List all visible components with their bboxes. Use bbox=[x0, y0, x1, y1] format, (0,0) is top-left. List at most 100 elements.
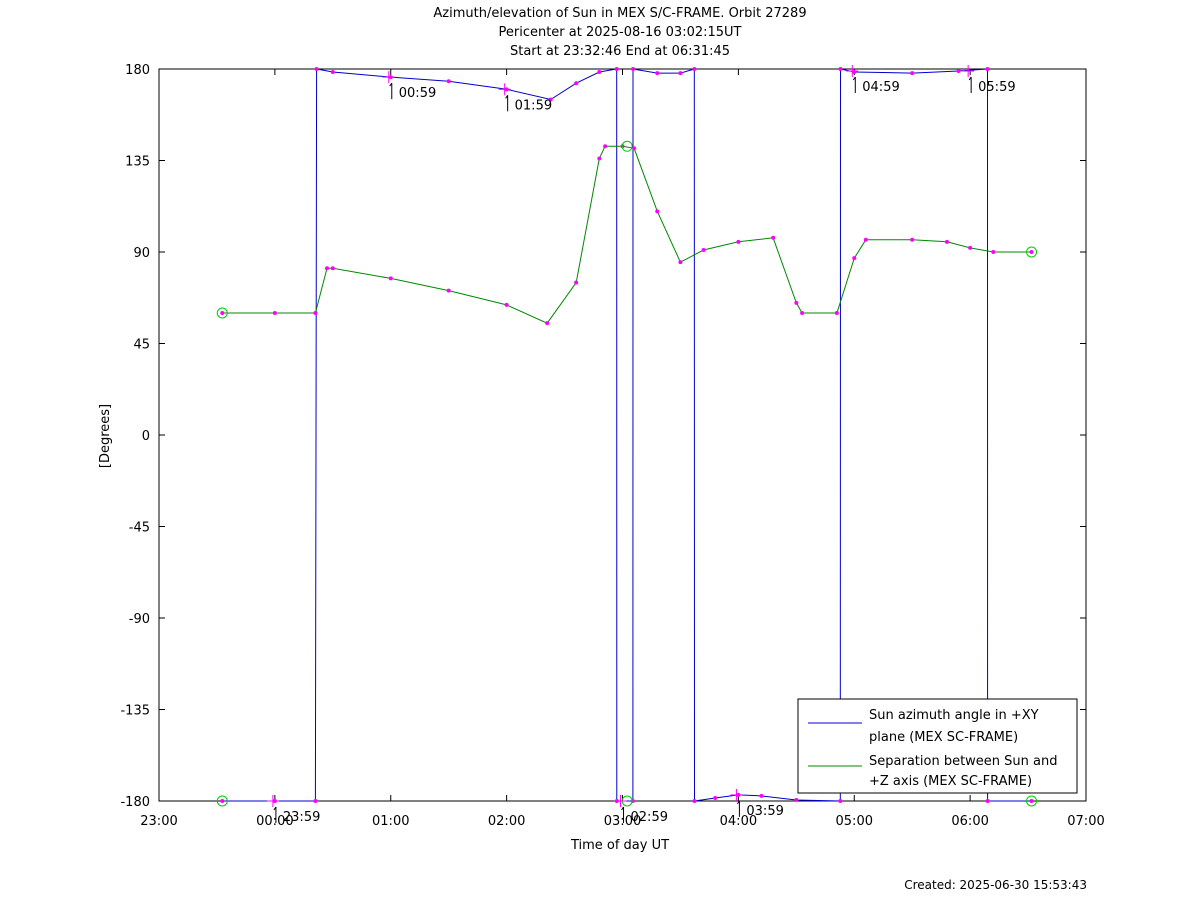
chart-title: Azimuth/elevation of Sun in MEX S/C-FRAM… bbox=[433, 6, 806, 59]
time-mark-arrow-head-0 bbox=[273, 806, 277, 811]
data-point-marker-0-29 bbox=[985, 799, 990, 803]
data-point-marker-1-16 bbox=[701, 247, 706, 252]
created-timestamp: Created: 2025-06-30 15:53:43 bbox=[904, 878, 1087, 892]
data-point-marker-0-19 bbox=[713, 795, 718, 800]
data-point-marker-1-18 bbox=[771, 235, 776, 240]
data-point-marker-1-3 bbox=[325, 266, 330, 271]
endpoint-circle-marker-2 bbox=[621, 140, 633, 152]
data-point-marker-1-24 bbox=[910, 237, 915, 242]
data-point-marker-1-11 bbox=[603, 144, 608, 149]
data-point-marker-0-2 bbox=[313, 799, 318, 803]
time-mark-label-5: 04:59 bbox=[862, 80, 899, 95]
data-point-marker-0-26 bbox=[910, 71, 915, 76]
y-tick-label-6: -90 bbox=[129, 612, 150, 627]
data-point-marker-1-13 bbox=[632, 146, 637, 151]
data-point-marker-0-3 bbox=[314, 67, 319, 71]
data-point-marker-1-5 bbox=[388, 276, 393, 281]
data-point-marker-1-14 bbox=[655, 209, 660, 214]
time-mark-label-0: 23:59 bbox=[283, 810, 320, 825]
time-mark-label-2: 01:59 bbox=[515, 98, 552, 113]
data-point-marker-1-1 bbox=[272, 311, 277, 315]
y-tick-label-5: -45 bbox=[129, 521, 150, 536]
data-point-marker-1-22 bbox=[852, 256, 857, 261]
time-mark-arrow-head-2 bbox=[505, 95, 509, 99]
data-point-marker-1-19 bbox=[794, 300, 799, 305]
y-axis-label: [Degrees] bbox=[98, 404, 113, 468]
data-point-marker-0-28 bbox=[985, 67, 990, 71]
data-point-marker-1-15 bbox=[678, 260, 683, 265]
data-point-marker-0-16 bbox=[678, 71, 683, 76]
data-point-marker-0-17 bbox=[692, 67, 697, 71]
data-point-marker-1-21 bbox=[834, 311, 839, 315]
y-tick-label-1: 135 bbox=[125, 155, 150, 170]
time-mark-arrow-head-3 bbox=[621, 806, 624, 811]
time-mark-label-4: 03:59 bbox=[746, 804, 783, 819]
x-tick-label-0: 23:00 bbox=[140, 814, 177, 829]
time-mark-arrow-head-1 bbox=[389, 82, 393, 87]
data-point-marker-1-2 bbox=[313, 311, 318, 315]
time-mark-arrow-head-6 bbox=[968, 76, 972, 81]
plot-frame bbox=[158, 68, 1087, 802]
data-point-marker-0-10 bbox=[597, 70, 602, 75]
legend: Sun azimuth angle in +XY plane (MEX SC-F… bbox=[797, 698, 1078, 794]
endpoint-circle-marker-1 bbox=[216, 795, 228, 807]
data-point-marker-0-18 bbox=[692, 799, 697, 803]
data-point-marker-1-10 bbox=[597, 156, 602, 161]
legend-label-azimuth-line-2: plane (MEX SC-FRAME) bbox=[869, 730, 1018, 745]
data-point-marker-1-20 bbox=[800, 311, 805, 315]
data-point-marker-0-27 bbox=[956, 69, 961, 74]
data-point-marker-1-17 bbox=[736, 239, 741, 244]
x-tick-label-3: 02:00 bbox=[488, 814, 525, 829]
y-tick-label-2: 90 bbox=[133, 246, 150, 261]
data-point-marker-0-24 bbox=[838, 67, 843, 71]
series-separation-line bbox=[222, 145, 1032, 324]
endpoint-circle-marker-4 bbox=[1026, 246, 1038, 258]
data-point-marker-0-30 bbox=[1029, 799, 1034, 803]
x-axis-label: Time of day UT bbox=[570, 838, 669, 853]
data-point-marker-0-8 bbox=[548, 97, 553, 102]
y-tick-label-3: 45 bbox=[133, 338, 150, 353]
legend-label-separation-line-1: Separation between Sun and bbox=[869, 754, 1057, 769]
data-point-marker-0-14 bbox=[631, 67, 636, 71]
data-point-marker-1-26 bbox=[968, 245, 973, 250]
y-axis-ticks: 180 135 90 45 0 -45 -90 -135 -180 bbox=[120, 63, 1086, 810]
data-point-marker-0-23 bbox=[838, 799, 843, 803]
y-tick-label-8: -180 bbox=[120, 795, 150, 810]
time-mark-arrow-head-5 bbox=[852, 76, 856, 81]
x-tick-label-8: 07:00 bbox=[1067, 814, 1104, 829]
x-tick-label-1: 00:00 bbox=[256, 814, 293, 829]
data-point-marker-1-7 bbox=[504, 302, 509, 307]
time-mark-label-3: 02:59 bbox=[631, 810, 668, 825]
data-point-marker-0-9 bbox=[574, 81, 579, 86]
x-tick-label-5: 04:00 bbox=[720, 814, 757, 829]
legend-label-azimuth-line-1: Sun azimuth angle in +XY bbox=[869, 708, 1039, 723]
data-point-marker-1-28 bbox=[1029, 250, 1034, 254]
data-point-marker-0-4 bbox=[330, 70, 335, 75]
time-marks-layer: 23:59 00:59 01:59 02:59 03:59 04:59 05:59 bbox=[266, 65, 1016, 825]
data-point-marker-1-6 bbox=[446, 288, 451, 293]
plot-axes bbox=[158, 68, 1087, 802]
data-point-marker-1-8 bbox=[545, 321, 550, 326]
title-line-3: Start at 23:32:46 End at 06:31:45 bbox=[510, 44, 730, 59]
series-layer bbox=[222, 68, 1032, 802]
endpoint-circle-marker-5 bbox=[1026, 795, 1038, 807]
time-mark-label-6: 05:59 bbox=[978, 80, 1015, 95]
time-mark-label-1: 00:59 bbox=[399, 86, 436, 101]
legend-label-separation-line-2: +Z axis (MEX SC-FRAME) bbox=[869, 774, 1032, 789]
markers-layer bbox=[216, 67, 1038, 807]
data-point-marker-0-6 bbox=[446, 79, 451, 84]
data-point-marker-1-27 bbox=[991, 250, 996, 254]
data-point-marker-0-11 bbox=[614, 67, 619, 71]
x-tick-label-7: 06:00 bbox=[951, 814, 988, 829]
x-axis-ticks: 23:00 00:00 01:00 02:00 03:00 04:00 05:00 06:00… bbox=[140, 69, 1105, 829]
data-point-marker-1-25 bbox=[944, 239, 949, 244]
time-mark-arrow-head-4 bbox=[736, 800, 740, 805]
y-tick-label-7: -135 bbox=[120, 704, 150, 719]
data-point-marker-0-22 bbox=[794, 797, 799, 802]
y-tick-label-4: 0 bbox=[142, 429, 150, 444]
x-tick-label-4: 03:00 bbox=[604, 814, 641, 829]
title-line-2: Pericenter at 2025-08-16 03:02:15UT bbox=[498, 25, 741, 40]
x-tick-label-6: 05:00 bbox=[836, 814, 873, 829]
